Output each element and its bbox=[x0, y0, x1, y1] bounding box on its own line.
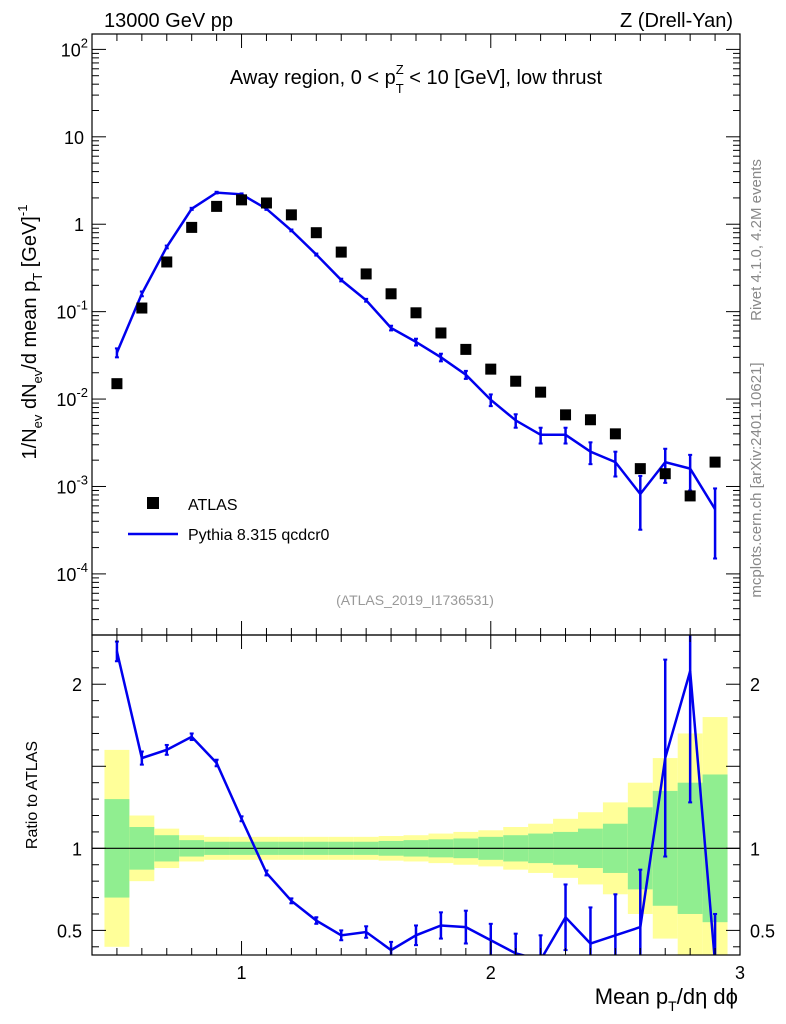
atlas-data-point bbox=[385, 288, 397, 300]
main-y-tick-label: 10-1 bbox=[56, 298, 88, 323]
main-y-label: 1/Nev dNev/d mean pT [GeV]-1 bbox=[15, 205, 45, 460]
atlas-data-point bbox=[335, 246, 347, 258]
ratio-y-label: Ratio to ATLAS bbox=[24, 741, 41, 849]
atlas-data-point bbox=[360, 268, 372, 280]
atlas-data-point bbox=[584, 414, 596, 426]
main-y-tick-label: 10-3 bbox=[56, 472, 88, 497]
ratio-y-tick-label-right: 2 bbox=[750, 675, 760, 695]
ratio-y-tick-label-right: 0.5 bbox=[750, 921, 775, 941]
legend-mc-label: Pythia 8.315 qcdcr0 bbox=[188, 527, 330, 544]
main-y-tick-label: 102 bbox=[61, 35, 88, 60]
ratio-y-tick-label-right: 1 bbox=[750, 839, 760, 859]
atlas-data-point bbox=[136, 302, 148, 314]
x-axis-label: Mean pT/dη dϕ bbox=[595, 984, 738, 1014]
legend-atlas-marker bbox=[147, 497, 159, 509]
atlas-data-point bbox=[111, 378, 123, 390]
ratio-y-tick-label: 2 bbox=[72, 675, 82, 695]
atlas-data-point bbox=[161, 256, 173, 268]
atlas-data-point bbox=[659, 468, 671, 480]
ratio-y-tick-label: 1 bbox=[72, 839, 82, 859]
rivet-label: Rivet 4.1.0, 4.2M events bbox=[748, 159, 765, 321]
main-y-tick-label: 1 bbox=[74, 215, 84, 235]
x-tick-label: 1 bbox=[237, 963, 247, 983]
atlas-data-point bbox=[260, 197, 272, 209]
x-tick-label: 3 bbox=[735, 963, 745, 983]
atlas-data-point bbox=[560, 409, 572, 421]
header-right: Z (Drell-Yan) bbox=[620, 10, 733, 32]
main-y-tick-label: 10-2 bbox=[56, 385, 88, 410]
atlas-data-point bbox=[485, 363, 497, 375]
atlas-data-point bbox=[460, 343, 472, 355]
mcplots-label: mcplots.cern.ch [arXiv:2401.10621] bbox=[748, 362, 765, 597]
atlas-data-point bbox=[609, 428, 621, 440]
main-y-tick-label: 10 bbox=[64, 128, 84, 148]
atlas-data-point bbox=[285, 209, 297, 221]
atlas-data-point bbox=[510, 375, 522, 387]
atlas-data-point bbox=[410, 307, 422, 319]
main-title: Away region, 0 < pTZ < 10 [GeV], low thr… bbox=[230, 62, 603, 96]
legend-atlas-label: ATLAS bbox=[188, 497, 238, 514]
atlas-data-point bbox=[310, 227, 322, 239]
atlas-data-point bbox=[634, 463, 646, 475]
x-tick-label: 2 bbox=[486, 963, 496, 983]
ratio-panel: 1 2 3 0.5 0.5 1 1 2 2 bbox=[57, 634, 775, 983]
atlas-data-point bbox=[211, 200, 223, 212]
main-frame bbox=[91, 33, 741, 636]
atlas-data-point bbox=[535, 386, 547, 398]
atlas-data-point bbox=[435, 327, 447, 339]
header-left: 13000 GeV pp bbox=[104, 10, 233, 32]
atlas-data-point bbox=[684, 490, 696, 502]
legend: ATLAS Pythia 8.315 qcdcr0 bbox=[128, 497, 330, 544]
ratio-y-tick-label: 0.5 bbox=[57, 921, 82, 941]
atlas-data-point bbox=[236, 194, 248, 206]
analysis-id: (ATLAS_2019_I1736531) bbox=[336, 592, 494, 608]
main-mc-line bbox=[115, 191, 717, 510]
main-y-tick-label: 10-4 bbox=[56, 560, 88, 585]
atlas-data-point bbox=[186, 221, 198, 233]
atlas-data-point bbox=[709, 456, 721, 468]
main-panel: 10-4 10-3 10-2 10-1 1 10 102 bbox=[56, 33, 741, 636]
